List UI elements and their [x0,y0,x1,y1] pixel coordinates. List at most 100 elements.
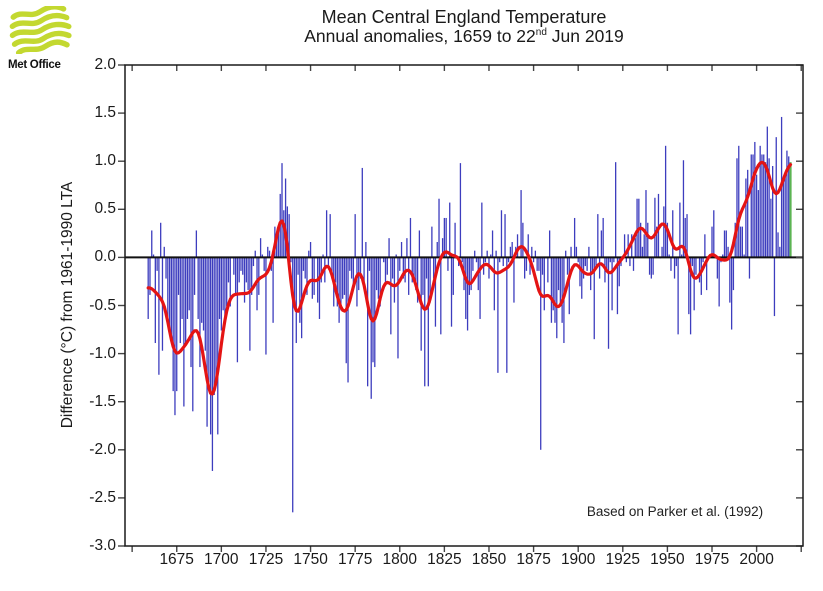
y-tick-label: 0.5 [94,200,116,218]
year-bar [258,257,260,295]
year-bar [488,257,490,279]
year-bar [763,154,765,258]
year-bar [195,230,198,258]
year-bar [609,257,611,263]
year-bar [400,242,403,258]
year-bar [679,202,681,258]
year-bar [504,214,506,258]
year-bar [675,257,677,267]
year-bar [639,222,642,258]
year-bar [176,257,178,392]
year-bar [686,214,688,258]
year-bar [529,257,531,275]
year-bar [711,226,713,258]
year-bar [168,257,171,327]
source-annotation: Based on Parker et al. (1992) [586,504,764,519]
year-bar [647,222,649,258]
year-bar [461,257,463,263]
year-bar [636,198,638,258]
year-bar [516,234,519,258]
year-bar [215,257,217,379]
year-bar [702,257,704,263]
year-bar [242,257,244,275]
year-bar [209,257,212,435]
year-bar [677,257,679,335]
chart-titles: Mean Central England Temperature Annual … [105,7,823,47]
year-bar [698,257,701,283]
year-bar [606,257,608,271]
year-bar [167,257,169,323]
year-bar [722,254,724,258]
year-bar [185,257,187,344]
year-bar [755,174,758,258]
year-bar [399,257,401,271]
year-bar [445,217,447,258]
year-bar [538,257,540,271]
year-bar [299,257,301,323]
year-bar [465,257,467,319]
x-tick-label: 1850 [471,551,507,568]
year-bar [654,197,656,258]
year-bar [238,257,240,283]
year-bar [716,257,719,279]
met-office-logo: Met Office [8,4,82,71]
year-bar [268,250,271,258]
year-bar [673,257,676,279]
x-tick-label: 1875 [516,551,551,568]
year-bar [224,257,226,319]
year-bar [325,210,328,258]
year-bar [593,257,595,340]
year-bar [447,257,449,271]
year-bar [320,257,322,283]
year-bar [452,257,454,295]
year-bar [575,246,578,258]
year-bar [681,254,683,258]
year-bar [688,257,690,315]
year-bar [179,257,181,344]
year-bar [736,158,738,258]
year-bar [706,257,708,291]
year-bar [281,163,283,258]
year-bar [181,257,183,319]
year-bar [602,217,604,258]
year-bar [468,257,470,295]
year-bar [450,257,453,327]
year-bar [525,257,528,271]
year-bar [772,166,774,258]
year-bar [449,202,451,258]
year-bar [775,137,777,258]
year-bar [495,250,497,258]
year-bar [664,145,667,258]
year-bar [547,257,549,283]
year-bar [470,257,472,291]
year-bar [297,257,299,275]
year-bar [454,222,456,258]
year-bar [718,257,720,307]
year-bar [377,257,380,299]
year-bar [588,246,590,258]
year-bar [388,238,390,258]
chart-title: Mean Central England Temperature [321,7,607,27]
year-bar [309,242,312,258]
year-bar [249,257,251,351]
year-bar [413,257,415,279]
year-bar [786,150,788,258]
year-bar [431,226,433,258]
year-bar [773,257,776,317]
year-bar [236,257,239,363]
year-bar [661,246,663,258]
year-bar [418,230,421,258]
year-bar [427,257,429,387]
x-tick-label: 1825 [427,551,462,568]
year-bar [408,257,410,295]
year-bar [160,222,162,258]
year-bar [713,210,715,258]
year-bar [668,254,670,258]
year-bar [229,257,231,307]
year-bar [211,257,214,471]
year-bar [757,190,760,258]
year-bar [429,257,431,303]
year-bar [354,214,356,258]
year-bar [390,257,392,335]
